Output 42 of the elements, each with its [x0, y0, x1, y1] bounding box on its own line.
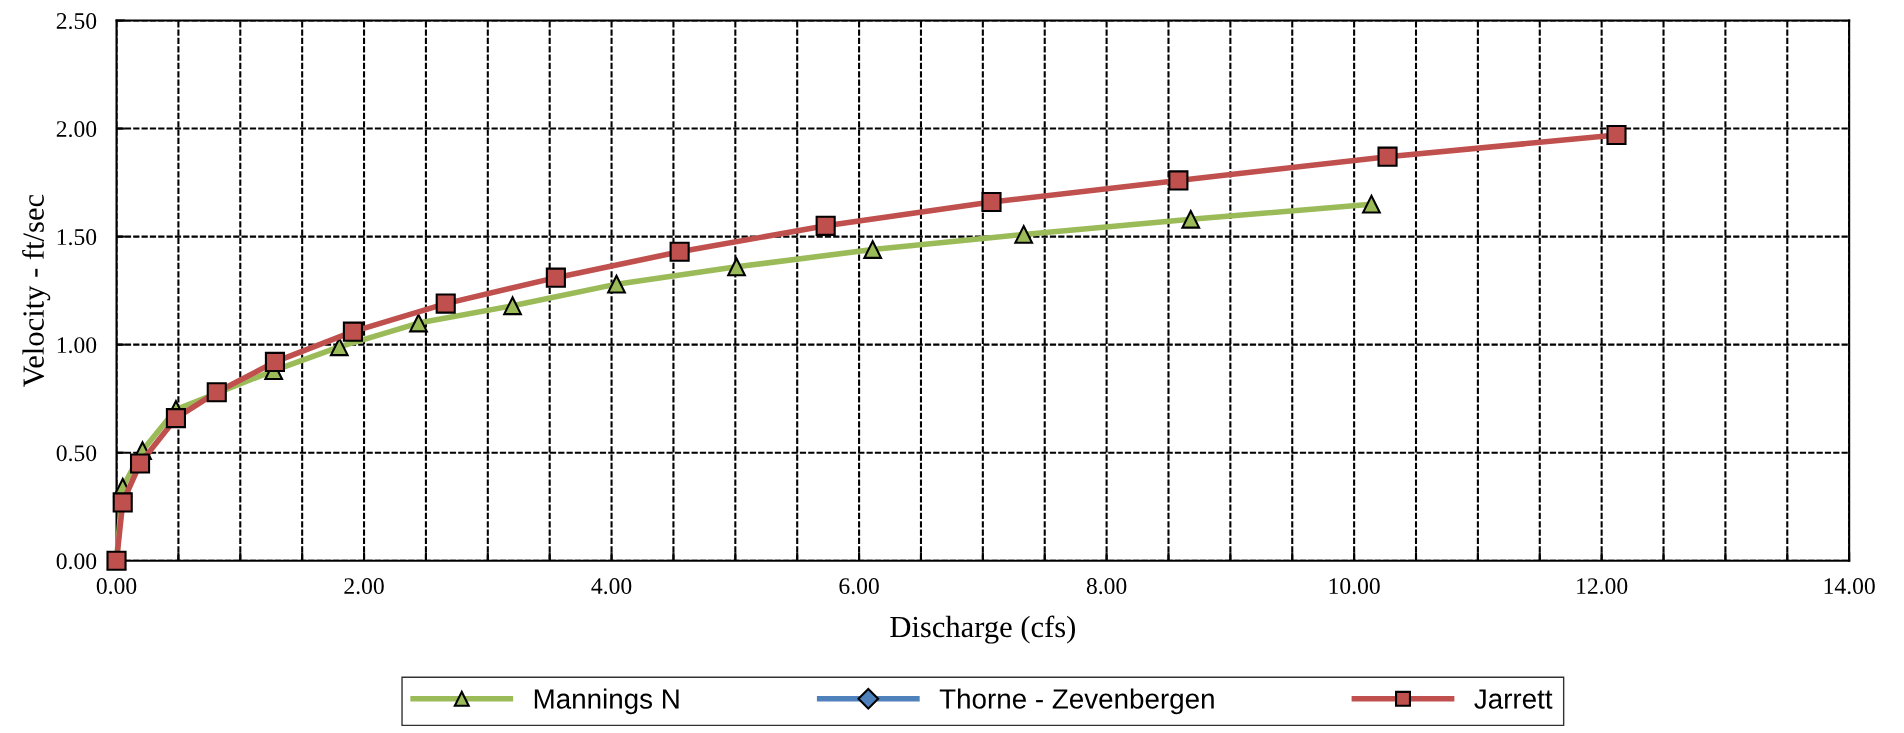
- x-tick-label: 0.00: [96, 578, 137, 595]
- point: [342, 321, 363, 342]
- point: [1168, 170, 1189, 191]
- point: [264, 351, 286, 373]
- point: [607, 274, 626, 294]
- y-tick-label: 1.50: [57, 229, 97, 246]
- legend-label: Jarrett: [1474, 689, 1553, 709]
- x-tick-label: 8.00: [1086, 578, 1127, 595]
- point: [1181, 209, 1201, 229]
- x-tick-label: 6.00: [839, 578, 879, 595]
- point: [981, 191, 1002, 213]
- y-tick-label: 1.00: [57, 337, 97, 354]
- x-tick-label: 2.00: [344, 578, 384, 595]
- y-axis-title: Velocity - ft/sec: [22, 194, 51, 388]
- x-tick-label: 4.00: [591, 578, 632, 595]
- point: [409, 313, 428, 333]
- y-tick-label: 0.50: [56, 445, 97, 462]
- legend-label: Mannings N: [534, 688, 679, 715]
- legend-label: Thorne - Zevenbergen: [939, 688, 1214, 715]
- point: [329, 337, 349, 357]
- x-tick-label: 12.00: [1577, 578, 1628, 595]
- point: [1606, 124, 1627, 146]
- point: [669, 241, 690, 262]
- point: [1014, 225, 1034, 244]
- x-tick-label: 14.00: [1824, 578, 1875, 595]
- point: [165, 408, 186, 429]
- y-tick-label: 0.00: [56, 553, 97, 570]
- y-tick-label: 2.50: [56, 13, 97, 30]
- point: [1362, 194, 1381, 214]
- y-tick-label: 2.00: [56, 121, 97, 138]
- point: [435, 293, 456, 314]
- point: [815, 215, 836, 236]
- point: [112, 492, 133, 513]
- point: [503, 296, 522, 316]
- point: [129, 453, 151, 474]
- point: [1377, 146, 1398, 167]
- x-axis-title: Discharge (cfs): [890, 615, 1075, 644]
- point: [727, 257, 746, 277]
- point: [206, 382, 227, 403]
- point: [545, 267, 566, 288]
- x-tick-label: 10.00: [1329, 578, 1380, 595]
- point: [863, 240, 883, 259]
